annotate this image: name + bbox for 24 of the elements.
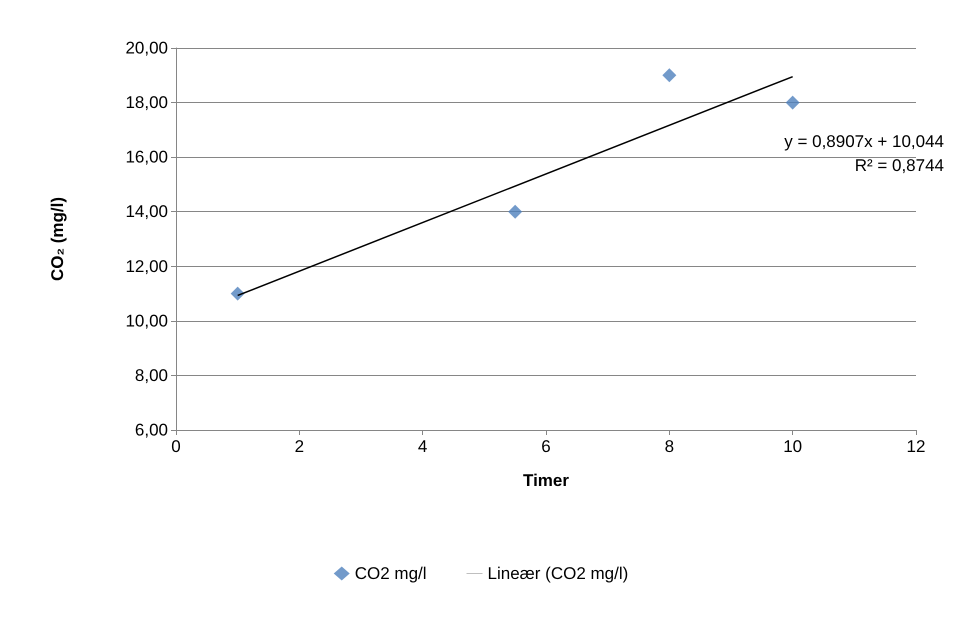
y-tick-label: 16,00	[125, 148, 168, 167]
legend-label: CO2 mg/l	[354, 564, 427, 583]
y-tick-label: 10,00	[125, 311, 168, 330]
y-tick-label: 20,00	[125, 38, 168, 58]
x-tick-label: 10	[783, 437, 802, 456]
y-tick-label: 12,00	[125, 256, 168, 276]
x-tick-label: 2	[294, 437, 304, 456]
annotation: y = 0,8907x + 10,044	[784, 132, 944, 151]
point	[786, 96, 800, 110]
y-tick-label: 18,00	[125, 93, 168, 112]
annotation: R² = 0,8744	[854, 156, 944, 175]
x-tick-label: 12	[906, 437, 926, 456]
x-tick-label: 8	[664, 437, 674, 456]
y-tick-label: 6,00	[134, 420, 168, 440]
point	[508, 204, 522, 219]
x-axis-title: Timer	[523, 471, 570, 490]
x-tick-label: 4	[418, 437, 428, 456]
x-tick-label: 6	[541, 437, 551, 456]
y-tick-label: 8,00	[134, 366, 168, 385]
x-tick-label: 0	[171, 437, 181, 456]
y-axis-title: CO₂ (mg/l)	[48, 196, 67, 282]
point	[662, 68, 676, 82]
legend-label: Lineær (CO2 mg/l)	[488, 564, 628, 583]
y-tick-label: 14,00	[125, 202, 168, 222]
